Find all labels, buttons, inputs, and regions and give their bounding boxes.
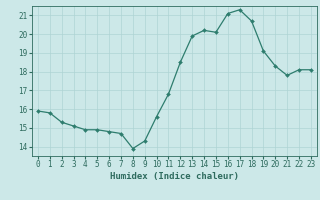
- X-axis label: Humidex (Indice chaleur): Humidex (Indice chaleur): [110, 172, 239, 181]
